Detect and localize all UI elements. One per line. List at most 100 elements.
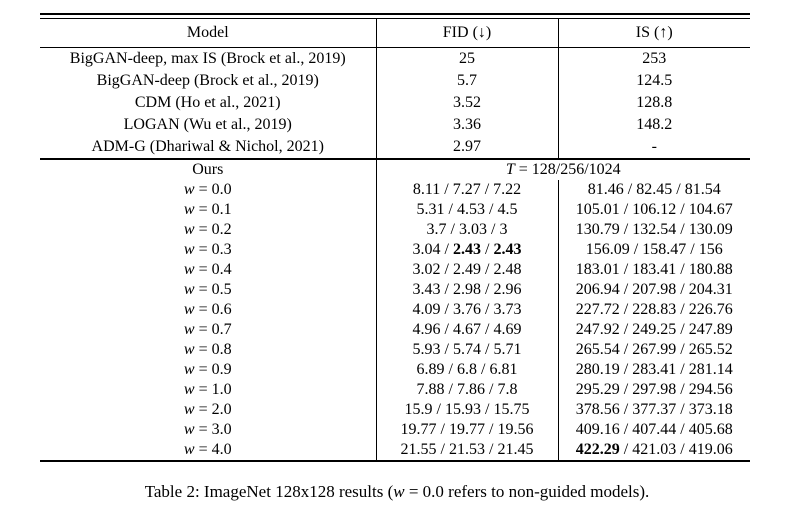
fid-cell: 8.11 / 7.27 / 7.22 bbox=[375, 180, 558, 200]
ours-row: w = 0.2 3.7 / 3.03 / 3 130.79 / 132.54 / 1… bbox=[40, 220, 750, 240]
fid-cell: 5.93 / 5.74 / 5.71 bbox=[375, 340, 558, 360]
w-cell: w = 1.0 bbox=[183, 381, 232, 398]
is-cell: 183.01 / 183.41 / 180.88 bbox=[557, 260, 750, 280]
is-cell: 253 bbox=[557, 47, 750, 70]
fid-cell: 7.88 / 7.86 / 7.8 bbox=[375, 380, 558, 400]
fid-cell: 4.09 / 3.76 / 3.73 bbox=[375, 300, 558, 320]
w-cell: w = 3.0 bbox=[183, 421, 232, 438]
ours-row: w = 1.0 7.88 / 7.86 / 7.8 295.29 / 297.98 … bbox=[40, 380, 750, 400]
fid-cell: 3.04 / 2.43 / 2.43 bbox=[375, 240, 558, 260]
header-is: IS (↑) bbox=[557, 19, 750, 48]
ours-row: w = 0.6 4.09 / 3.76 / 3.73 227.72 / 228.83… bbox=[40, 300, 750, 320]
w-symbol: w bbox=[183, 201, 195, 218]
is-cell: 148.2 bbox=[557, 114, 750, 136]
header-row: Model FID (↓) IS (↑) bbox=[40, 19, 750, 48]
t-symbol: T bbox=[505, 161, 515, 178]
is-cell: - bbox=[557, 136, 750, 160]
is-cell: 265.54 / 267.99 / 265.52 bbox=[557, 340, 750, 360]
model-cell: CDM (Ho et al., 2021) bbox=[134, 94, 281, 111]
fid-cell: 3.52 bbox=[375, 92, 558, 114]
table-top-rule bbox=[40, 13, 750, 19]
w-cell: w = 0.4 bbox=[183, 261, 232, 278]
model-cell: LOGAN (Wu et al., 2019) bbox=[123, 116, 292, 133]
w-symbol: w bbox=[183, 301, 195, 318]
ours-row: w = 0.4 3.02 / 2.49 / 2.48 183.01 / 183.41… bbox=[40, 260, 750, 280]
w-cell: w = 2.0 bbox=[183, 401, 232, 418]
ours-row: w = 0.0 8.11 / 7.27 / 7.22 81.46 / 82.45 /… bbox=[40, 180, 750, 200]
w-cell: w = 0.5 bbox=[183, 281, 232, 298]
is-cell: 124.5 bbox=[557, 70, 750, 92]
fid-cell: 3.7 / 3.03 / 3 bbox=[375, 220, 558, 240]
fid-cell: 3.36 bbox=[375, 114, 558, 136]
fid-cell: 5.31 / 4.53 / 4.5 bbox=[375, 200, 558, 220]
w-symbol: w bbox=[183, 381, 195, 398]
fid-cell: 21.55 / 21.53 / 21.45 bbox=[375, 440, 558, 461]
caption-prefix: Table 2: ImageNet 128x128 results ( bbox=[144, 482, 394, 501]
results-table: Model FID (↓) IS (↑) BigGAN-deep, max IS… bbox=[40, 13, 750, 462]
table-caption: Table 2: ImageNet 128x128 results (w = 0… bbox=[0, 481, 794, 503]
ours-row: w = 2.0 15.9 / 15.93 / 15.75 378.56 / 377.… bbox=[40, 400, 750, 420]
w-cell: w = 4.0 bbox=[183, 441, 232, 458]
w-symbol: w bbox=[183, 221, 195, 238]
w-symbol: w bbox=[183, 181, 195, 198]
w-cell: w = 0.3 bbox=[183, 241, 232, 258]
header-model: Model bbox=[40, 19, 376, 48]
caption-suffix: = 0.0 refers to non-guided models). bbox=[404, 482, 650, 501]
w-symbol: w bbox=[183, 241, 195, 258]
ours-row: w = 0.3 3.04 / 2.43 / 2.43 156.09 / 158.47… bbox=[40, 240, 750, 260]
w-cell: w = 0.9 bbox=[183, 361, 232, 378]
baseline-row: ADM-G (Dhariwal & Nichol, 2021) 2.97- bbox=[40, 136, 750, 160]
fid-cell: 4.96 / 4.67 / 4.69 bbox=[375, 320, 558, 340]
fid-cell: 6.89 / 6.8 / 6.81 bbox=[375, 360, 558, 380]
is-cell: 128.8 bbox=[557, 92, 750, 114]
t-value: = 128/256/1024 bbox=[514, 161, 621, 178]
fid-cell: 15.9 / 15.93 / 15.75 bbox=[375, 400, 558, 420]
baseline-row: BigGAN-deep, max IS (Brock et al., 2019)… bbox=[40, 47, 750, 70]
is-cell: 227.72 / 228.83 / 226.76 bbox=[557, 300, 750, 320]
w-symbol: w bbox=[183, 441, 195, 458]
ours-row: w = 0.9 6.89 / 6.8 / 6.81 280.19 / 283.41 … bbox=[40, 360, 750, 380]
w-cell: w = 0.7 bbox=[183, 321, 232, 338]
is-cell: 378.56 / 377.37 / 373.18 bbox=[557, 400, 750, 420]
baseline-row: LOGAN (Wu et al., 2019) 3.36 148.2 bbox=[40, 114, 750, 136]
fid-cell: 5.7 bbox=[375, 70, 558, 92]
is-cell: 295.29 / 297.98 / 294.56 bbox=[557, 380, 750, 400]
model-cell: BigGAN-deep (Brock et al., 2019) bbox=[96, 72, 319, 89]
ours-header-row: Ours T = 128/256/1024 bbox=[40, 159, 750, 180]
is-cell: 409.16 / 407.44 / 405.68 bbox=[557, 420, 750, 440]
ours-section: Ours T = 128/256/1024 w = 0.0 8.11 / 7.27… bbox=[40, 159, 750, 461]
is-cell: 247.92 / 249.25 / 247.89 bbox=[557, 320, 750, 340]
w-symbol: w bbox=[183, 261, 195, 278]
is-cell: 422.29 / 421.03 / 419.06 bbox=[557, 440, 750, 461]
w-cell: w = 0.8 bbox=[183, 341, 232, 358]
model-cell: BigGAN-deep, max IS (Brock et al., 2019) bbox=[69, 50, 346, 67]
fid-cell: 3.02 / 2.49 / 2.48 bbox=[375, 260, 558, 280]
w-cell: w = 0.6 bbox=[183, 301, 232, 318]
w-cell: w = 0.0 bbox=[183, 181, 232, 198]
fid-cell: 19.77 / 19.77 / 19.56 bbox=[375, 420, 558, 440]
baseline-section: BigGAN-deep, max IS (Brock et al., 2019)… bbox=[40, 47, 750, 160]
w-symbol: w bbox=[183, 321, 195, 338]
w-symbol: w bbox=[183, 421, 195, 438]
is-cell: 206.94 / 207.98 / 204.31 bbox=[557, 280, 750, 300]
header-fid: FID (↓) bbox=[375, 19, 558, 48]
w-cell: w = 0.1 bbox=[183, 201, 232, 218]
is-cell: 156.09 / 158.47 / 156 bbox=[557, 240, 750, 260]
table-header: Model FID (↓) IS (↑) bbox=[40, 19, 750, 48]
w-symbol: w bbox=[183, 341, 195, 358]
ours-row: w = 3.0 19.77 / 19.77 / 19.56 409.16 / 407… bbox=[40, 420, 750, 440]
ours-row: w = 0.1 5.31 / 4.53 / 4.5 105.01 / 106.12 … bbox=[40, 200, 750, 220]
ours-row: w = 0.7 4.96 / 4.67 / 4.69 247.92 / 249.25… bbox=[40, 320, 750, 340]
w-symbol: w bbox=[183, 361, 195, 378]
is-cell: 105.01 / 106.12 / 104.67 bbox=[557, 200, 750, 220]
baseline-row: BigGAN-deep (Brock et al., 2019) 5.7 124.5 bbox=[40, 70, 750, 92]
w-cell: w = 0.2 bbox=[183, 221, 232, 238]
fid-cell: 25 bbox=[375, 47, 558, 70]
w-symbol: w bbox=[183, 281, 195, 298]
w-symbol: w bbox=[183, 401, 195, 418]
ours-row: w = 0.5 3.43 / 2.98 / 2.96 206.94 / 207.98… bbox=[40, 280, 750, 300]
baseline-row: CDM (Ho et al., 2021) 3.52 128.8 bbox=[40, 92, 750, 114]
is-cell: 81.46 / 82.45 / 81.54 bbox=[557, 180, 750, 200]
t-steps-cell: T = 128/256/1024 bbox=[375, 159, 750, 180]
